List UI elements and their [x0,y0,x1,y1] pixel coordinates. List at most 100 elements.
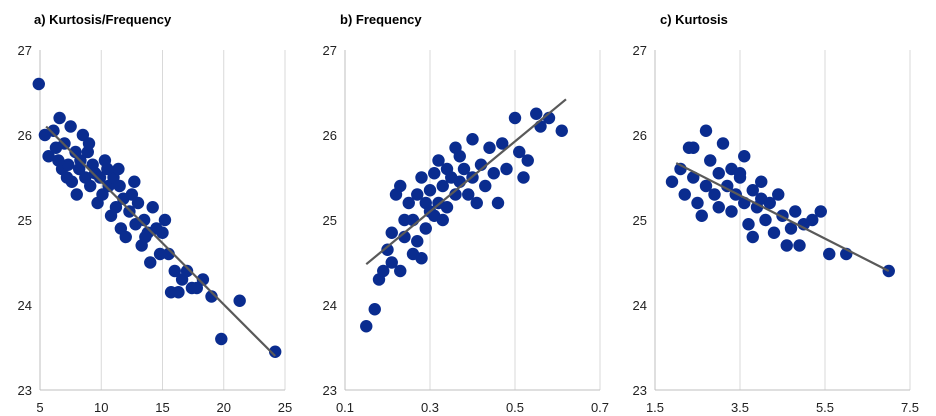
data-point [180,264,194,278]
data-point [47,124,60,137]
y-tick-label: 26 [633,128,647,143]
x-tick-label: 1.5 [646,400,664,415]
data-point [70,188,83,201]
data-point [789,205,802,218]
data-point [759,213,772,227]
data-point [52,154,65,167]
data-point [806,213,819,227]
data-point [61,158,75,171]
data-point [470,196,483,210]
data-point [82,137,96,150]
data-point [462,188,475,201]
data-point [377,264,390,278]
data-point [793,239,806,252]
data-point [513,145,526,159]
x-tick-label: 5 [36,400,43,415]
data-point [712,201,725,214]
data-point [738,150,751,163]
y-tick-label: 27 [323,43,337,58]
data-point [491,196,505,210]
y-tick-label: 26 [18,128,32,143]
data-point [53,111,66,125]
data-point [479,179,492,193]
data-point [517,171,530,184]
data-point [394,179,407,193]
data-point [772,188,785,201]
data-point [449,188,462,201]
data-point [712,167,725,180]
data-point [699,124,713,137]
data-point [665,175,679,188]
y-tick-label: 27 [633,43,647,58]
data-point [767,226,781,239]
data-point [415,171,428,184]
x-tick-label: 5.5 [816,400,834,415]
y-tick-label: 25 [323,213,337,228]
data-point [368,303,381,316]
data-point [508,111,522,125]
data-point [415,252,428,265]
data-point [436,213,449,227]
data-point [496,137,509,150]
data-point [112,162,125,176]
y-tick-label: 24 [633,298,647,313]
y-tick-label: 23 [323,383,337,398]
data-point [436,179,449,193]
x-tick-label: 3.5 [731,400,749,415]
x-tick-label: 7.5 [901,400,919,415]
data-point [746,184,759,197]
panel-title: b) Frequency [340,12,422,27]
data-point [146,201,159,214]
data-point [168,264,181,278]
data-point [419,222,432,235]
y-tick-label: 23 [18,383,32,398]
data-point [449,141,462,154]
data-point [704,154,717,167]
data-point [530,107,543,120]
data-point [725,205,738,218]
data-point [60,171,74,184]
data-point [721,179,734,193]
data-point [784,222,798,235]
y-tick-label: 24 [323,298,337,313]
data-point [381,243,394,256]
data-point [742,218,755,231]
panel-frequency: b) Frequency 0.1 0.3 0.5 0.7 23 24 25 26 27 [323,12,610,415]
y-tick-label: 25 [18,213,32,228]
data-point [780,239,793,252]
data-point [500,162,513,176]
data-point [233,294,246,307]
data-point [487,167,500,180]
data-point [428,167,441,180]
data-point [32,77,45,91]
data-point [128,175,141,188]
trend-line [45,125,276,357]
data-point [755,192,768,205]
x-tick-label: 0.1 [336,400,354,415]
data-point [385,256,398,269]
x-tick-label: 10 [94,400,108,415]
data-point [64,120,77,133]
data-point [411,235,424,248]
data-point [432,154,445,167]
data-point [42,150,55,163]
panel-kurtosis-frequency: a) Kurtosis/Frequency 5 10 15 20 25 23 24 25 26 2… [18,12,293,415]
data-point [360,320,373,333]
data-point [411,188,424,201]
data-point [398,213,411,227]
data-point [733,167,747,180]
y-tick-label: 24 [18,298,32,313]
data-point [814,205,827,218]
data-point [483,141,496,154]
data-point [139,230,152,244]
data-point [84,179,97,193]
data-point [172,286,185,299]
y-tick-label: 25 [633,213,647,228]
data-point [205,290,218,303]
data-point [101,162,114,176]
data-point [716,137,730,150]
data-point [93,171,107,184]
data-point [158,213,172,227]
y-tick-label: 27 [18,43,32,58]
